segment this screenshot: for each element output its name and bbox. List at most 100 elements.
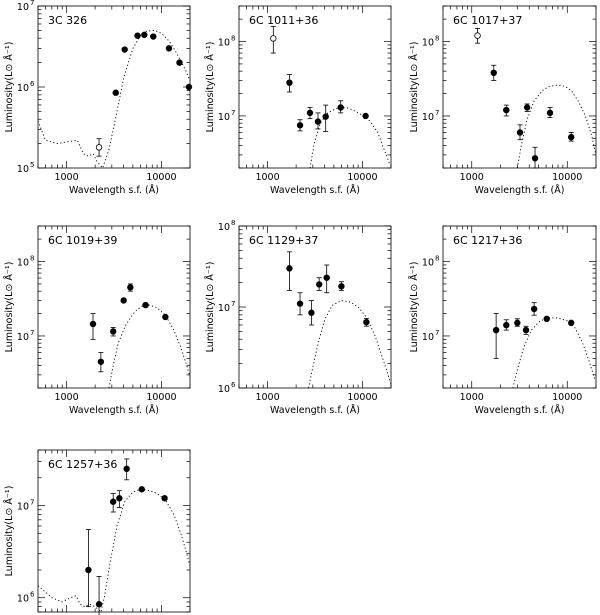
data-point: [89, 320, 97, 328]
y-tick-label: 10: [422, 112, 434, 123]
data-point: [543, 315, 550, 323]
y-tick-exponent: 8: [435, 35, 439, 43]
data-point: [314, 118, 322, 125]
data-point: [109, 328, 117, 335]
chart-title: 6C 1257+36: [48, 458, 117, 471]
y-tick-label: 10: [17, 164, 29, 175]
y-tick-exponent: 7: [435, 109, 439, 117]
axes-frame: [238, 5, 392, 169]
x-tick-label: 1000: [255, 392, 279, 403]
y-tick-label: 10: [218, 222, 230, 233]
x-tick-label: 10000: [146, 172, 176, 183]
x-tick-label: 1000: [255, 172, 279, 183]
data-point: [503, 321, 510, 329]
y-axis-label: Luminosity(L⊙ Å⁻¹): [408, 42, 420, 133]
y-axis-label: Luminosity(L⊙ Å⁻¹): [408, 262, 420, 353]
x-axis-label: Wavelength s.f. (Å): [270, 404, 360, 416]
axes-frame: [442, 225, 597, 389]
chart-title: 6C 1217+36: [453, 234, 522, 247]
data-point: [306, 109, 314, 117]
data-point: [286, 265, 293, 272]
y-tick-label: 10: [422, 258, 434, 269]
y-tick-exponent: 8: [435, 255, 439, 263]
data-point: [116, 495, 123, 502]
axes-frame: [238, 225, 392, 389]
data-point: [97, 358, 105, 365]
data-point: [315, 281, 323, 288]
data-point: [516, 129, 524, 136]
data-point: [85, 566, 92, 574]
model-curve: [38, 29, 190, 168]
x-tick-label: 1000: [54, 392, 78, 403]
y-tick-exponent: 8: [231, 219, 235, 227]
data-point: [120, 297, 127, 304]
data-point: [161, 495, 168, 502]
data-point: [165, 45, 173, 52]
chart-title: 6C 1011+36: [249, 14, 318, 27]
chart-title: 6C 1129+37: [249, 234, 318, 247]
data-point: [150, 33, 157, 40]
y-tick-label: 10: [218, 384, 230, 395]
y-tick-label: 10: [422, 332, 434, 343]
data-point: [514, 319, 521, 327]
x-tick-label: 10000: [552, 172, 582, 183]
data-point: [490, 69, 497, 77]
model-curve: [38, 488, 190, 612]
model-curve: [516, 84, 596, 168]
y-tick-exponent: 6: [231, 381, 236, 389]
y-tick-label: 10: [17, 258, 29, 269]
chart-title: 3C 326: [48, 14, 87, 27]
data-point: [546, 109, 554, 117]
y-axis-label: Luminosity(L⊙ Å⁻¹): [3, 486, 15, 577]
x-axis-label: Wavelength s.f. (Å): [475, 404, 565, 416]
x-tick-label: 1000: [460, 172, 484, 183]
data-point: [522, 326, 530, 334]
y-tick-label: 10: [218, 38, 230, 49]
data-point: [286, 79, 293, 86]
x-tick-label: 1000: [460, 392, 484, 403]
data-point: [337, 104, 344, 111]
y-tick-label: 10: [17, 2, 29, 13]
data-point: [296, 122, 304, 129]
data-point: [322, 113, 329, 120]
data-point: [568, 319, 575, 327]
x-tick-label: 10000: [146, 392, 176, 403]
x-tick-label: 10000: [347, 392, 377, 403]
y-tick-label: 10: [218, 112, 230, 123]
y-tick-label: 10: [17, 83, 29, 94]
y-tick-exponent: 7: [30, 0, 34, 7]
y-tick-exponent: 5: [30, 161, 34, 169]
chart-title: 6C 1019+39: [48, 234, 117, 247]
x-axis-label: Wavelength s.f. (Å): [270, 184, 360, 196]
data-point: [121, 46, 128, 53]
y-axis-label: Luminosity(L⊙ Å⁻¹): [3, 42, 15, 133]
data-point: [127, 284, 134, 291]
y-axis-label: Luminosity(L⊙ Å⁻¹): [204, 262, 216, 353]
data-point: [138, 486, 145, 493]
data-point: [338, 283, 345, 290]
y-tick-exponent: 8: [30, 255, 34, 263]
x-axis-label: Wavelength s.f. (Å): [69, 184, 159, 196]
model-curve: [108, 304, 190, 388]
data-point: [95, 601, 103, 608]
data-point: [142, 301, 149, 309]
data-point: [296, 300, 304, 307]
y-tick-label: 10: [17, 594, 29, 605]
y-tick-exponent: 7: [30, 329, 34, 337]
y-tick-label: 10: [17, 332, 29, 343]
axes-frame: [37, 225, 191, 389]
axes-frame: [37, 5, 191, 169]
y-tick-label: 10: [422, 38, 434, 49]
data-point: [308, 309, 315, 316]
data-point: [492, 326, 500, 334]
y-tick-exponent: 6: [30, 80, 35, 88]
data-point: [270, 35, 277, 42]
y-tick-exponent: 7: [435, 329, 439, 337]
y-tick-exponent: 8: [231, 35, 235, 43]
data-point: [134, 32, 141, 39]
